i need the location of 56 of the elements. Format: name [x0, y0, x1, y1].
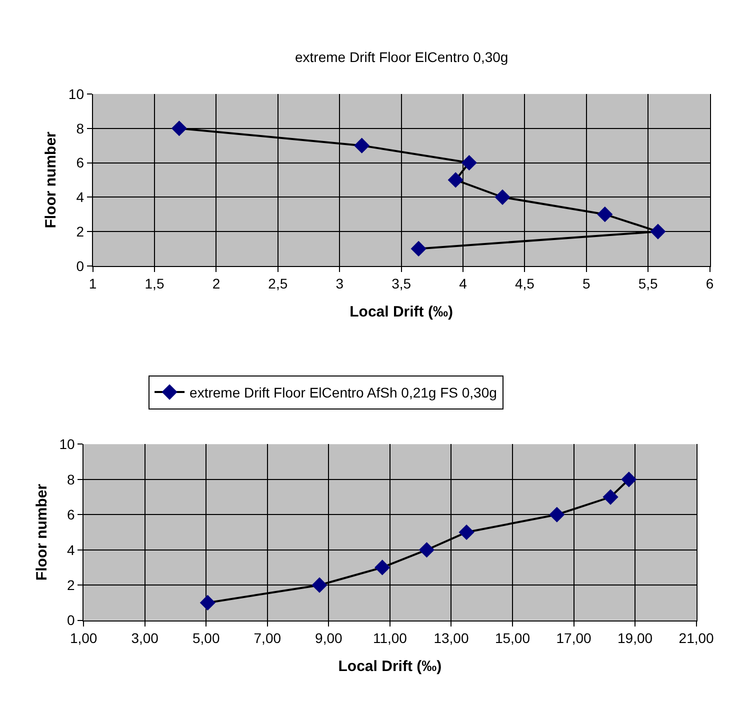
point [597, 206, 613, 222]
x-tick-label: 6 [706, 276, 714, 292]
x-tick-label: 15,00 [494, 630, 530, 646]
y-tick-label: 6 [66, 506, 75, 523]
y-tick-label: 10 [68, 86, 84, 102]
x-tick-label: 3 [336, 276, 344, 292]
x-tick-label: 9,00 [315, 630, 343, 646]
x-tick-label: 2,5 [268, 276, 288, 292]
x-tick-label: 21,00 [678, 630, 714, 646]
x-tick-label: 19,00 [618, 630, 653, 646]
point [650, 224, 666, 240]
point [410, 240, 426, 257]
y-tick-label: 0 [66, 612, 75, 628]
x-tick-label: 5,00 [192, 630, 220, 646]
point [354, 138, 370, 154]
x-tick-label: 4,5 [514, 276, 535, 292]
point [171, 120, 187, 136]
y-tick-label: 10 [59, 436, 75, 452]
x-tick-label: 5 [582, 276, 590, 292]
x-tick-label: 1,5 [144, 276, 164, 292]
y-tick-label: 4 [76, 189, 84, 206]
point [549, 506, 565, 522]
x-tick-label: 1 [88, 276, 97, 292]
legend-label: extreme Drift Floor ElCentro AfSh 0,21g FS 0,30g [190, 384, 497, 401]
y-tick-label: 4 [66, 542, 75, 558]
point [494, 189, 510, 205]
point [418, 542, 435, 558]
x-axis-title: Local Drift (‰) [338, 658, 442, 676]
y-tick-label: 8 [66, 471, 75, 488]
x-tick-label: 3,00 [131, 630, 159, 646]
point [448, 172, 464, 188]
point [458, 524, 474, 540]
x-axis-title: Local Drift (‰) [350, 304, 453, 321]
point [374, 560, 390, 576]
y-tick-label: 6 [76, 154, 84, 171]
x-tick-label: 11,00 [372, 630, 408, 646]
point [200, 594, 216, 611]
point [621, 472, 637, 488]
x-tick-label: 17,00 [556, 630, 592, 646]
x-tick-label: 4 [459, 276, 468, 292]
point [312, 577, 328, 593]
x-tick-label: 5,5 [638, 276, 658, 292]
y-axis-title: Floor number [42, 131, 60, 228]
x-tick-label: 3,5 [392, 276, 412, 292]
x-tick-label: 7,00 [254, 630, 282, 646]
y-tick-label: 2 [66, 576, 75, 593]
x-tick-label: 13,00 [434, 630, 469, 646]
y-axis-title: Floor number [33, 484, 50, 581]
chart-title: extreme Drift Floor ElCentro 0,30g [295, 49, 508, 65]
y-tick-label: 0 [76, 258, 84, 274]
x-tick-label: 2 [212, 276, 220, 292]
x-tick-label: 1,00 [70, 630, 98, 646]
point [602, 489, 618, 505]
point [461, 154, 477, 171]
y-tick-label: 2 [76, 223, 84, 240]
y-tick-label: 8 [76, 120, 84, 136]
